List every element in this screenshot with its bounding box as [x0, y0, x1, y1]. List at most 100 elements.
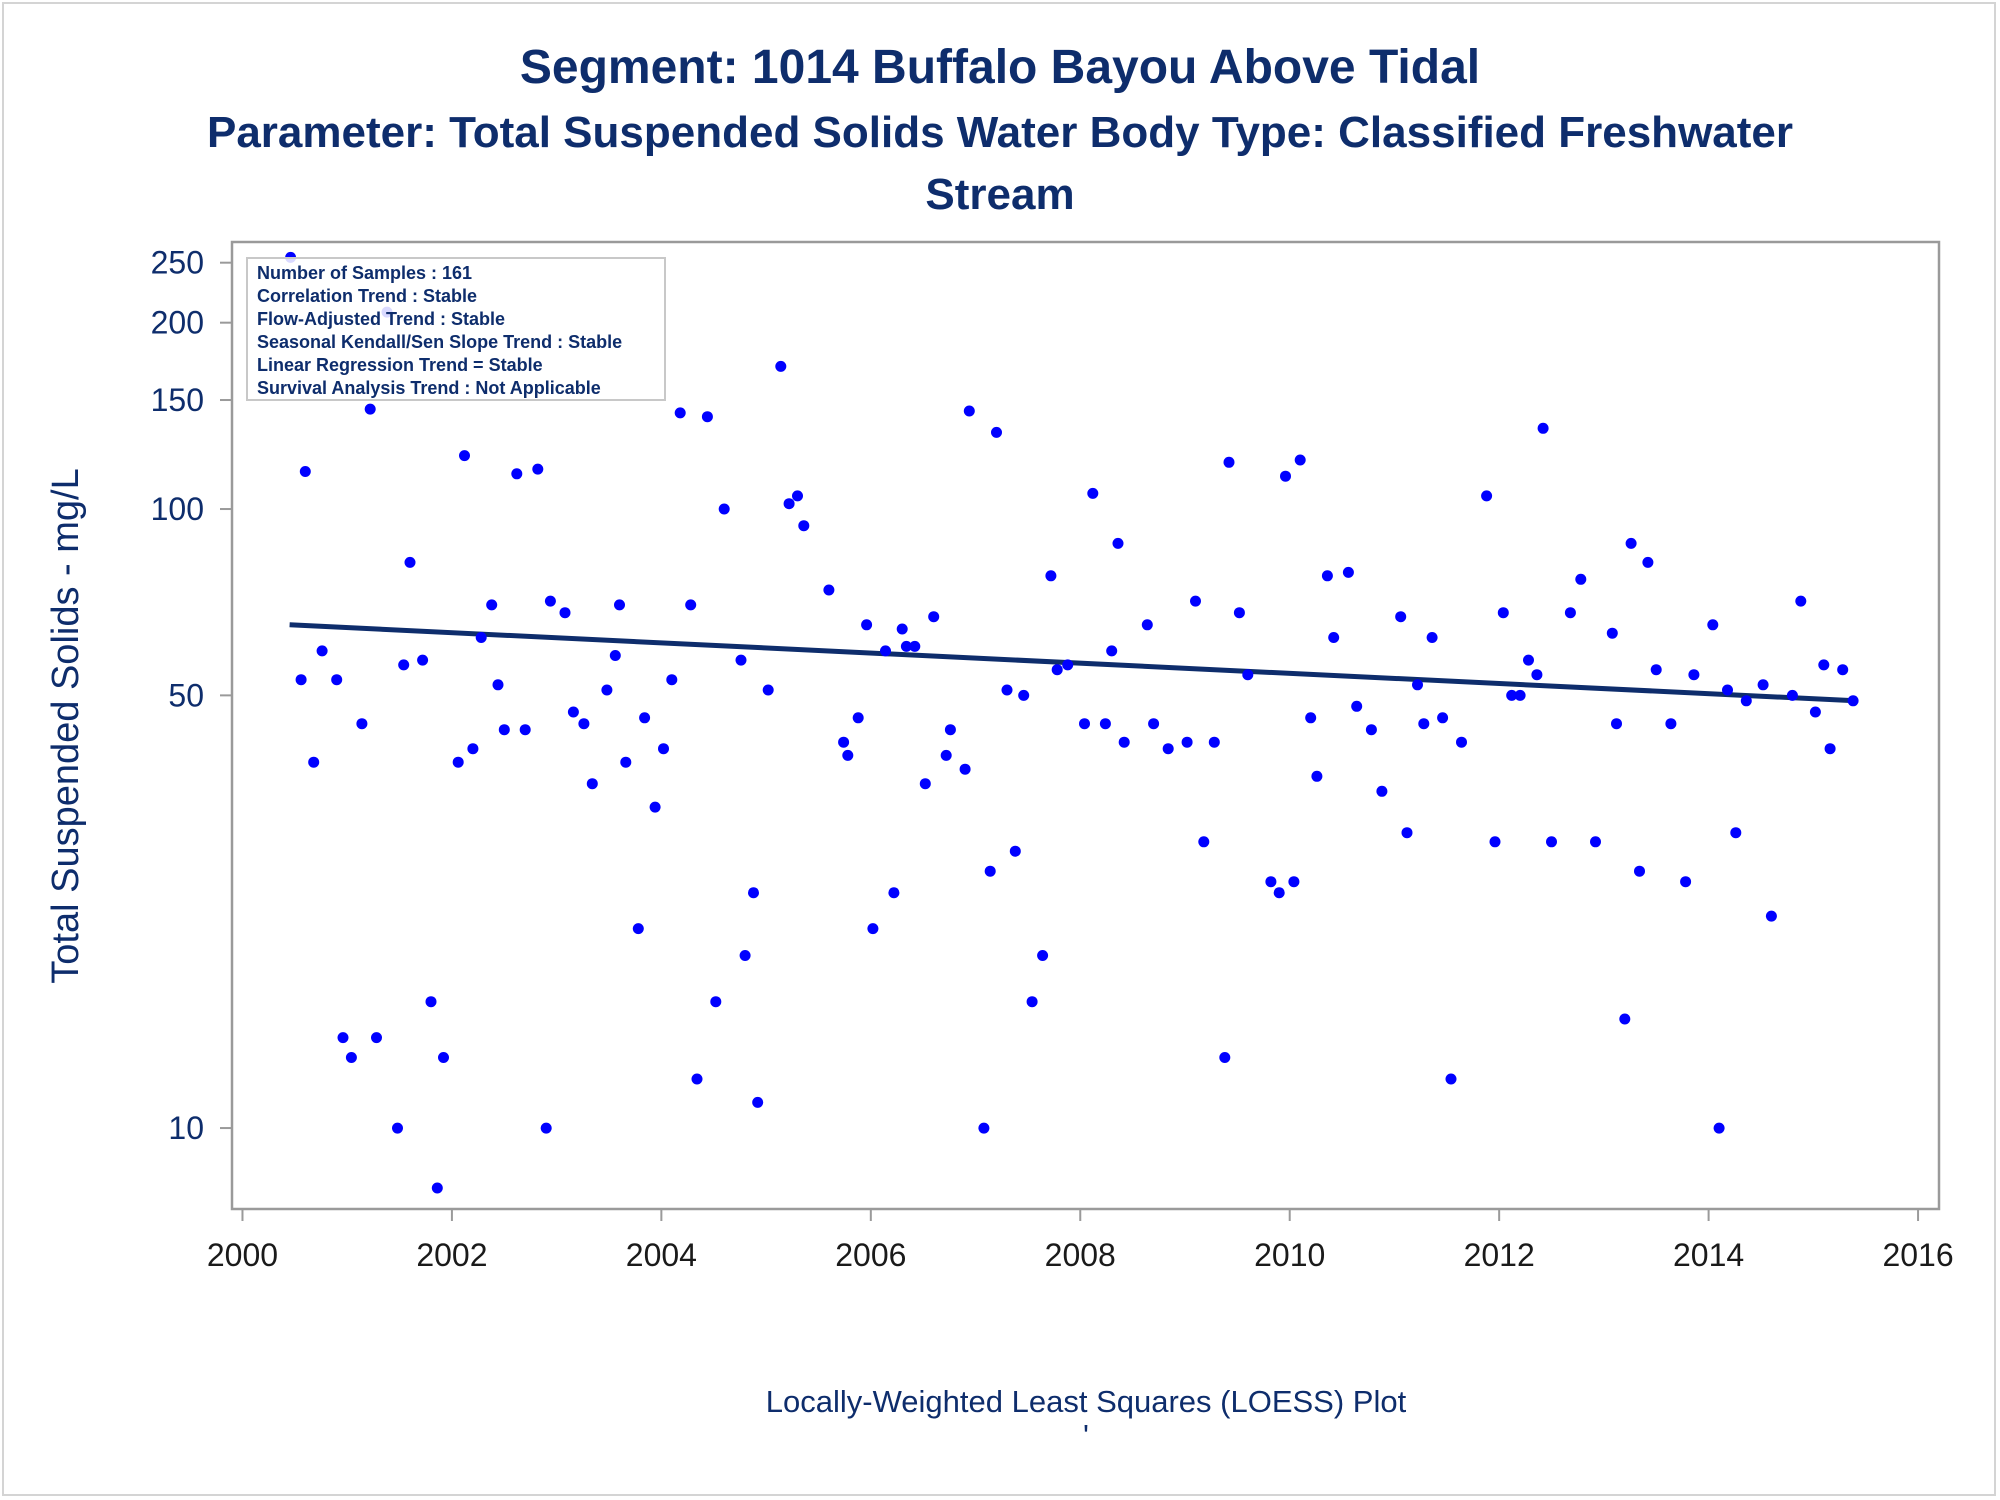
data-point	[984, 865, 996, 877]
data-point	[880, 645, 891, 657]
data-point	[371, 1032, 382, 1044]
data-point	[1294, 454, 1306, 466]
data-point	[1208, 736, 1220, 748]
data-point	[498, 724, 510, 736]
data-point	[567, 706, 579, 718]
data-point	[1045, 570, 1057, 582]
data-point	[919, 778, 931, 790]
data-point	[1001, 684, 1013, 696]
data-point	[691, 1073, 703, 1085]
inset-line-seasonal-kendall: Seasonal Kendall/Sen Slope Trend : Stabl…	[257, 332, 622, 352]
data-point	[1611, 718, 1622, 730]
data-point	[718, 503, 730, 515]
data-point	[909, 640, 921, 652]
data-point	[1824, 743, 1836, 755]
data-point	[356, 718, 368, 730]
y-tick-label: 250	[151, 245, 204, 281]
data-point	[532, 463, 544, 475]
data-point	[775, 360, 787, 372]
data-point	[308, 756, 320, 768]
data-point	[601, 684, 613, 696]
data-point	[867, 923, 879, 935]
data-point	[1365, 724, 1377, 736]
data-point	[1233, 607, 1245, 619]
data-point	[431, 1182, 443, 1194]
data-point	[438, 1052, 449, 1063]
data-point	[1018, 689, 1030, 701]
data-point	[540, 1122, 552, 1134]
x-tick-label: 2016	[1882, 1237, 1953, 1273]
x-tick-label: 2012	[1464, 1237, 1535, 1273]
data-point	[620, 756, 632, 768]
data-point	[1190, 595, 1201, 607]
data-point	[1087, 487, 1099, 499]
data-point	[544, 595, 556, 607]
x-tick-label: 2000	[207, 1237, 278, 1273]
data-point	[1288, 876, 1300, 888]
data-point	[1634, 865, 1645, 877]
data-point	[492, 679, 504, 691]
data-point	[658, 743, 669, 755]
data-point	[1606, 627, 1618, 639]
data-point	[944, 724, 956, 736]
data-points	[285, 251, 1859, 1194]
data-point	[452, 756, 464, 768]
data-point	[959, 763, 971, 775]
data-point	[1564, 607, 1576, 619]
data-point	[398, 659, 410, 671]
data-point	[1426, 632, 1438, 643]
data-point	[1590, 836, 1601, 848]
data-point	[1037, 950, 1049, 961]
data-point	[1506, 689, 1518, 701]
data-point	[1305, 712, 1317, 724]
plot-area-border	[230, 240, 1941, 1211]
data-point	[1680, 876, 1692, 888]
data-point	[1456, 736, 1467, 748]
data-point	[1650, 664, 1662, 676]
data-point	[1757, 679, 1769, 691]
data-point	[1765, 910, 1777, 922]
data-point	[1395, 611, 1407, 623]
data-point	[1311, 770, 1323, 782]
data-point	[337, 1032, 349, 1044]
data-point	[1722, 684, 1733, 696]
data-point	[1497, 607, 1509, 619]
data-point	[752, 1096, 764, 1108]
inset-line-samples: Number of Samples : 161	[257, 263, 472, 283]
data-point	[632, 923, 644, 935]
data-point	[1118, 736, 1130, 748]
data-point	[1376, 785, 1388, 797]
plot-caption: Locally-Weighted Least Squares (LOESS) P…	[766, 1384, 1407, 1419]
inset-line-survival-analysis: Survival Analysis Trend : Not Applicable	[257, 378, 601, 398]
data-point	[475, 632, 487, 643]
data-point	[1412, 679, 1423, 691]
data-point	[1321, 570, 1333, 582]
data-point	[1837, 664, 1849, 676]
data-point	[1818, 659, 1830, 671]
data-point	[940, 749, 952, 761]
data-point	[1642, 556, 1654, 568]
data-point	[1265, 876, 1277, 888]
chart-subtitle-continued: Stream	[925, 170, 1075, 219]
x-tick-label: 2004	[626, 1237, 697, 1273]
data-point	[1847, 695, 1859, 707]
data-point	[295, 674, 307, 686]
data-point	[1141, 619, 1153, 631]
data-point	[1342, 566, 1354, 578]
data-point	[1181, 736, 1193, 748]
data-point	[345, 1052, 357, 1063]
data-point	[674, 407, 686, 419]
data-point	[1026, 996, 1038, 1008]
data-point	[1418, 718, 1430, 730]
data-point	[425, 996, 437, 1008]
data-point	[792, 490, 803, 502]
data-point	[852, 712, 864, 724]
data-point	[364, 403, 376, 415]
chart-subtitle: Parameter: Total Suspended Solids Water …	[206, 108, 1794, 157]
data-point	[1198, 836, 1210, 848]
data-point	[991, 426, 1002, 438]
data-point	[486, 599, 498, 611]
data-point	[1106, 645, 1118, 657]
